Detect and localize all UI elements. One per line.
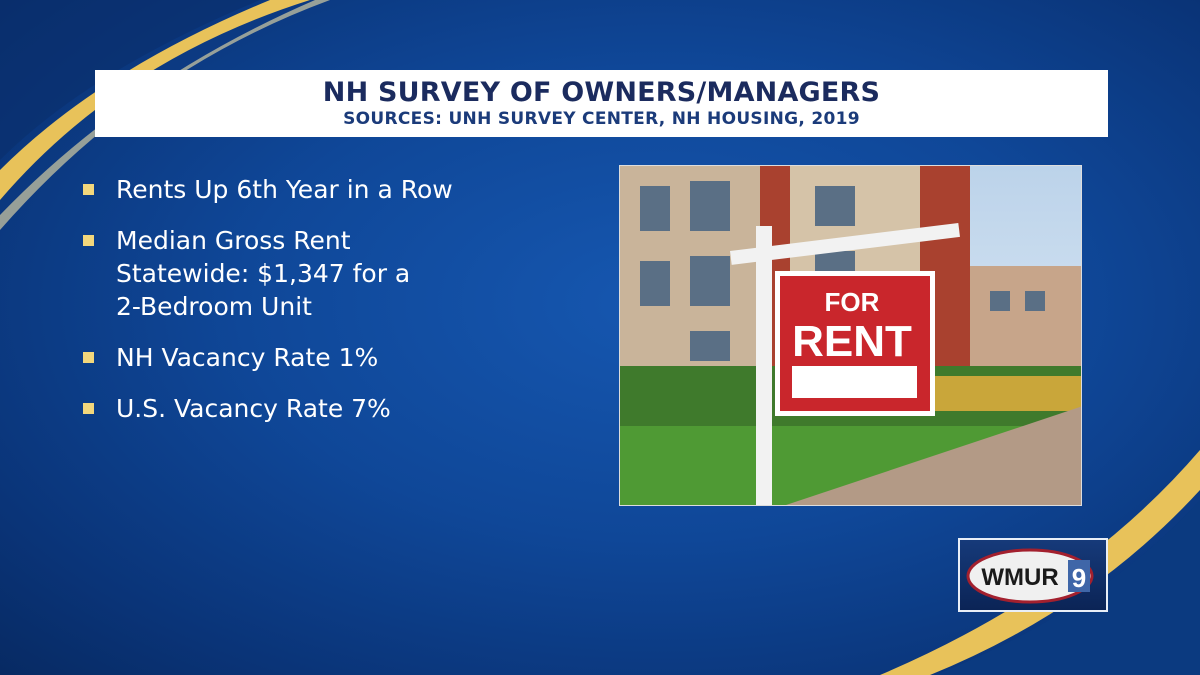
wmur-logo-mark: WMUR 9 bbox=[966, 548, 1094, 604]
bullet-item: Median Gross Rent Statewide: $1,347 for a… bbox=[80, 224, 550, 323]
sign-text-rent: RENT bbox=[792, 317, 912, 366]
sign-text-for: FOR bbox=[825, 287, 880, 317]
svg-text:9: 9 bbox=[1072, 563, 1086, 593]
bullet-square-icon bbox=[83, 184, 94, 195]
page-subtitle: SOURCES: UNH SURVEY CENTER, NH HOUSING, … bbox=[343, 109, 860, 129]
page-title: NH SURVEY OF OWNERS/MANAGERS bbox=[322, 77, 881, 108]
svg-text:WMUR: WMUR bbox=[981, 564, 1058, 591]
bullet-item: NH Vacancy Rate 1% bbox=[80, 341, 550, 374]
bullet-item: U.S. Vacancy Rate 7% bbox=[80, 392, 550, 425]
bullet-square-icon bbox=[83, 235, 94, 246]
bullet-square-icon bbox=[83, 352, 94, 363]
for-rent-photo: FOR RENT bbox=[619, 165, 1082, 506]
bullet-item: Rents Up 6th Year in a Row bbox=[80, 173, 550, 206]
apartment-illustration: FOR RENT bbox=[620, 166, 1081, 505]
title-banner: NH SURVEY OF OWNERS/MANAGERS SOURCES: UN… bbox=[95, 70, 1108, 137]
bullet-list: Rents Up 6th Year in a Row Median Gross … bbox=[80, 173, 550, 443]
wmur-logo: WMUR 9 bbox=[958, 538, 1108, 612]
bullet-square-icon bbox=[83, 403, 94, 414]
